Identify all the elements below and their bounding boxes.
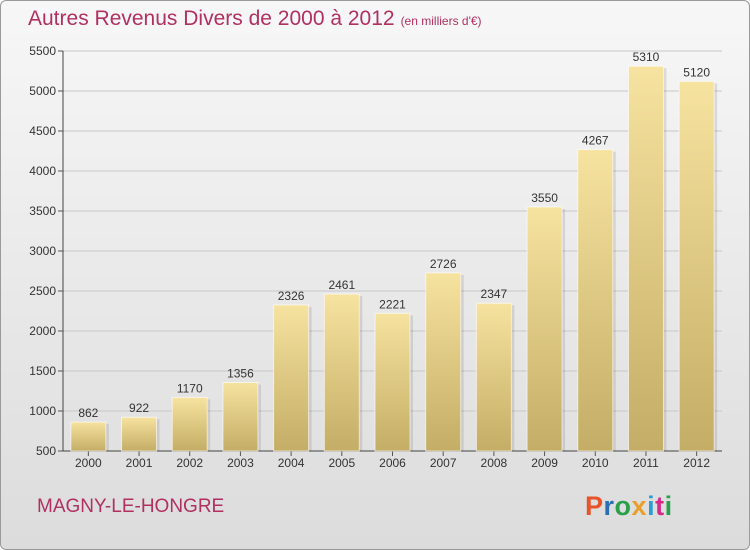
x-tick-label: 2009 <box>531 456 558 470</box>
bar <box>222 382 259 452</box>
bar-value-label: 2347 <box>481 287 508 301</box>
bar <box>70 421 107 452</box>
bar-value-label: 4267 <box>582 134 609 148</box>
bar <box>121 416 158 452</box>
bar <box>171 396 208 452</box>
logo-letter: i <box>647 491 656 521</box>
chart-unit: (en milliers d'€) <box>400 14 482 28</box>
bar-value-label: 2726 <box>430 257 457 271</box>
y-tick-label: 5000 <box>29 84 56 98</box>
proxiti-logo[interactable]: Proxiti <box>585 491 673 522</box>
bar <box>475 302 512 452</box>
logo-letter: P <box>585 491 604 521</box>
bars <box>70 65 718 452</box>
y-tick-label: 500 <box>36 444 56 458</box>
x-tick-label: 2003 <box>227 456 254 470</box>
y-tick-label: 2500 <box>29 284 56 298</box>
x-tick-label: 2008 <box>481 456 508 470</box>
x-tick-label: 2011 <box>633 456 659 470</box>
y-tick-label: 3000 <box>29 244 56 258</box>
bar-value-label: 922 <box>129 401 149 415</box>
bar-value-label: 2326 <box>278 289 305 303</box>
bar <box>273 304 310 452</box>
bar-value-label: 5120 <box>683 65 710 79</box>
bar-value-label: 5310 <box>633 50 660 64</box>
bar <box>678 80 715 452</box>
y-tick-label: 1500 <box>29 364 56 378</box>
y-tick-label: 4500 <box>29 124 56 138</box>
bar-value-label: 2221 <box>379 297 406 311</box>
y-tick-label: 3500 <box>29 204 56 218</box>
logo-letter: x <box>631 491 648 521</box>
bar-value-label: 862 <box>78 406 98 420</box>
logo-letter: t <box>655 491 665 521</box>
x-tick-label: 2012 <box>683 456 710 470</box>
x-tick-label: 2004 <box>278 456 305 470</box>
bar <box>526 206 563 452</box>
bar <box>627 65 664 452</box>
bar <box>425 272 462 452</box>
x-tick-label: 2007 <box>430 456 457 470</box>
chart-title: Autres Revenus Divers de 2000 à 2012 (en … <box>28 7 482 31</box>
y-tick-label: 2000 <box>29 324 56 338</box>
x-tick-label: 2010 <box>582 456 609 470</box>
bar <box>323 293 360 452</box>
logo-letter: o <box>614 491 632 521</box>
x-tick-label: 2006 <box>379 456 406 470</box>
y-tick-label: 4000 <box>29 164 56 178</box>
logo-letter: r <box>603 491 615 521</box>
bar <box>374 312 411 452</box>
x-tick-label: 2001 <box>126 456 153 470</box>
x-tick-label: 2002 <box>176 456 203 470</box>
y-tick-label: 1000 <box>29 404 56 418</box>
bar-value-label: 1356 <box>227 367 254 381</box>
labels: 500 1000 1500 2000 2500 3000 3500 4000 4500 5000 5… <box>29 44 710 470</box>
bar-value-label: 3550 <box>531 191 558 205</box>
place-name: MAGNY-LE-HONGRE <box>37 496 225 517</box>
bar-value-label: 1170 <box>177 381 203 395</box>
chart-title-text: Autres Revenus Divers de 2000 à 2012 <box>28 7 395 30</box>
y-tick-label: 5500 <box>29 44 56 58</box>
logo-letter: i <box>664 491 673 521</box>
x-tick-label: 2000 <box>75 456 102 470</box>
x-tick-label: 2005 <box>328 456 355 470</box>
bar <box>577 149 614 452</box>
bar-value-label: 2461 <box>328 278 355 292</box>
